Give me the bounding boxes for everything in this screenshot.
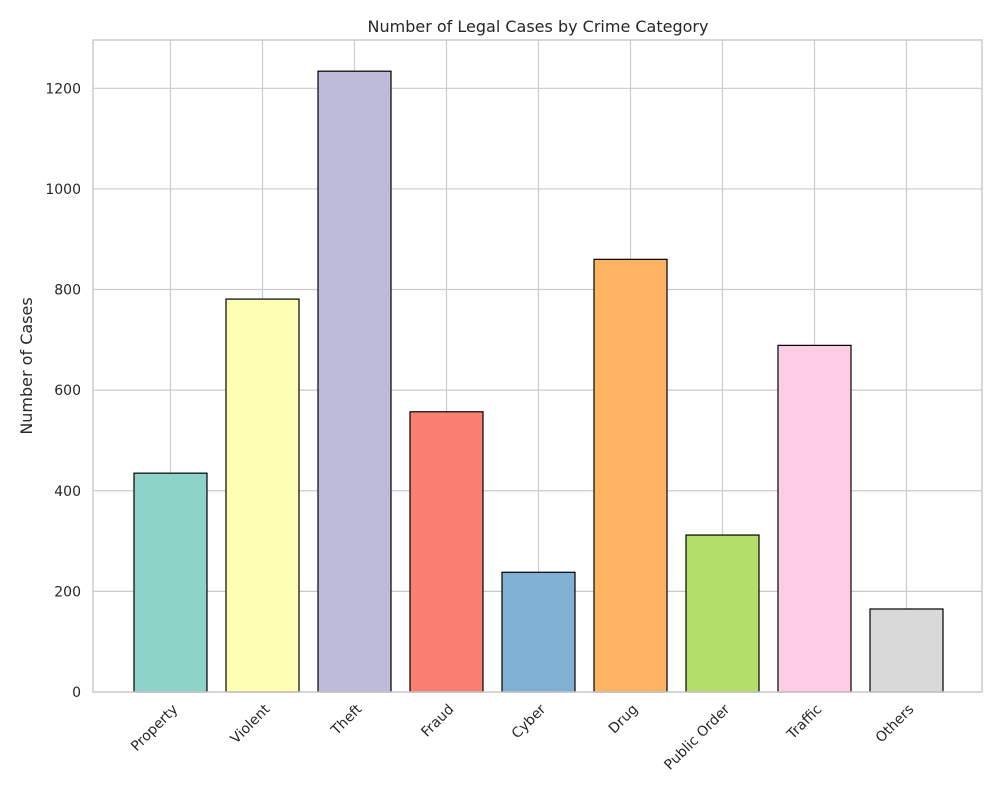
bar-violent: [225, 298, 300, 693]
x-tick-label: Drug: [606, 702, 642, 738]
y-axis-label: Number of Cases: [17, 297, 36, 434]
y-tick-label: 200: [54, 584, 81, 600]
y-tick-label: 0: [72, 685, 81, 701]
bar-drug: [593, 258, 668, 693]
y-tick-labels: 0 200 400 600 800 1000 1200: [45, 81, 81, 701]
y-tick-label: 1200: [45, 81, 81, 97]
x-tick-label: Violent: [228, 701, 274, 747]
x-tick-label: Theft: [328, 701, 366, 739]
bar-cyber: [501, 571, 576, 693]
y-tick-label: 600: [54, 383, 81, 399]
y-tick-label: 1000: [45, 182, 81, 198]
x-tick-label: Traffic: [784, 702, 826, 744]
bar-traffic: [777, 344, 852, 693]
bars: [133, 70, 944, 693]
x-tick-label: Others: [873, 702, 918, 747]
plot-frame: [92, 39, 983, 693]
bar-public-order: [685, 534, 760, 693]
bar-property: [133, 472, 208, 693]
x-tick-label: Fraud: [418, 702, 457, 741]
y-tick-label: 400: [54, 484, 81, 500]
x-tick-label: Public Order: [661, 701, 733, 773]
x-tick-label: Property: [128, 702, 181, 755]
bar-fraud: [409, 411, 484, 693]
x-tick-label: Cyber: [509, 701, 550, 742]
x-tick-labels: Property Violent Theft Fraud Cyber Drug Public…: [128, 701, 917, 773]
chart-title: Number of Legal Cases by Crime Category: [368, 17, 709, 36]
bar-theft: [317, 70, 392, 693]
bar-others: [869, 608, 944, 693]
y-tick-label: 800: [54, 283, 81, 299]
